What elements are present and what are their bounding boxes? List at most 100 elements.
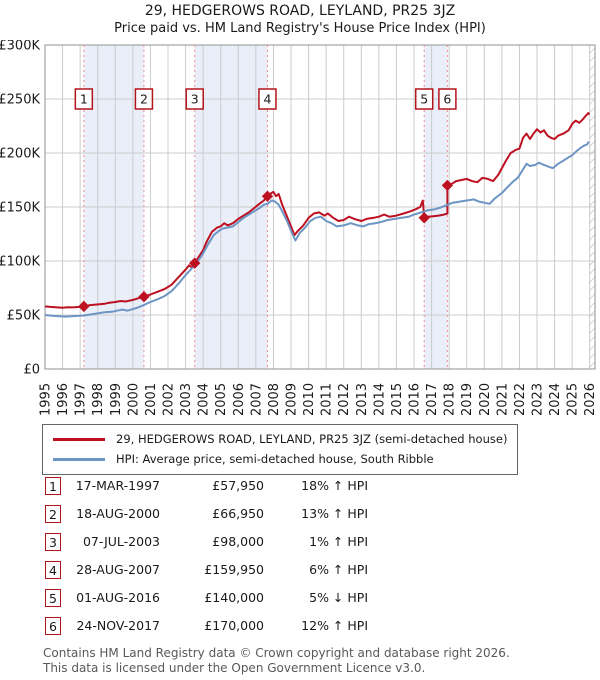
transaction-hpi-delta: 12% ↑ HPI bbox=[301, 618, 368, 633]
transaction-hpi-delta: 5% ↓ HPI bbox=[309, 590, 368, 605]
x-axis-tick-label: 2013 bbox=[355, 383, 370, 416]
x-axis-tick-label: 1995 bbox=[39, 383, 54, 416]
legend-property-label: 29, HEDGEROWS ROAD, LEYLAND, PR25 3JZ (s… bbox=[116, 432, 508, 446]
sale-marker-diamond bbox=[418, 212, 430, 224]
future-hatch-region bbox=[589, 45, 595, 369]
transaction-number-badge: 2 bbox=[45, 505, 61, 523]
transaction-hpi-delta: 13% ↑ HPI bbox=[301, 506, 368, 521]
transaction-number-badge: 3 bbox=[45, 533, 61, 551]
x-axis-tick-label: 2016 bbox=[408, 383, 423, 416]
x-axis-tick-label: 2012 bbox=[337, 383, 352, 416]
table-row: 4 28-AUG-2007 £159,950 6% ↑ HPI bbox=[0, 560, 600, 588]
transaction-date: 28-AUG-2007 bbox=[76, 562, 160, 577]
transaction-date: 17-MAR-1997 bbox=[75, 478, 160, 493]
y-axis-tick-label: £0 bbox=[23, 363, 40, 378]
x-axis-tick-label: 2018 bbox=[443, 383, 458, 416]
transaction-date: 18-AUG-2000 bbox=[76, 506, 160, 521]
sale-marker-diamond bbox=[138, 291, 150, 303]
table-row: 6 24-NOV-2017 £170,000 12% ↑ HPI bbox=[0, 616, 600, 644]
x-axis-tick-label: 1997 bbox=[74, 383, 89, 416]
transaction-date: 01-AUG-2016 bbox=[76, 590, 160, 605]
x-axis-tick-label: 2004 bbox=[197, 383, 212, 416]
x-axis-tick-label: 2003 bbox=[179, 383, 194, 416]
x-axis-tick-label: 2005 bbox=[214, 383, 229, 416]
transaction-number-badge: 1 bbox=[45, 477, 61, 495]
footer-line2: This data is licensed under the Open Gov… bbox=[43, 661, 426, 675]
x-axis-tick-label: 2009 bbox=[285, 383, 300, 416]
sale-number-box bbox=[438, 88, 457, 110]
x-axis-tick-label: 1998 bbox=[91, 383, 106, 416]
y-axis-tick-label: £100K bbox=[0, 255, 40, 270]
x-axis-tick-label: 2021 bbox=[495, 383, 510, 416]
transaction-price: £66,950 bbox=[212, 506, 264, 521]
x-axis-tick-label: 2025 bbox=[566, 383, 581, 416]
legend-row-property: 29, HEDGEROWS ROAD, LEYLAND, PR25 3JZ (s… bbox=[53, 429, 507, 449]
x-axis-tick-label: 2014 bbox=[372, 383, 387, 416]
sale-number-label: 5 bbox=[420, 92, 428, 107]
transaction-price: £57,950 bbox=[212, 478, 264, 493]
plot-border bbox=[44, 44, 596, 370]
x-axis-tick-label: 2024 bbox=[548, 383, 563, 416]
x-axis-tick-label: 2002 bbox=[162, 383, 177, 416]
sale-number-box bbox=[134, 88, 154, 110]
y-axis-tick-label: £200K bbox=[0, 147, 40, 162]
y-axis-tick-label: £300K bbox=[0, 40, 40, 54]
x-axis-tick-label: 2015 bbox=[390, 383, 405, 416]
x-axis-tick-label: 2006 bbox=[232, 383, 247, 416]
sale-number-box bbox=[258, 88, 277, 110]
sale-marker-diamond bbox=[189, 257, 201, 269]
y-axis-tick-label: £150K bbox=[0, 201, 40, 216]
transaction-hpi-delta: 1% ↑ HPI bbox=[309, 534, 368, 549]
table-row: 5 01-AUG-2016 £140,000 5% ↓ HPI bbox=[0, 588, 600, 616]
price-paid-line bbox=[44, 112, 591, 309]
license-footer: Contains HM Land Registry data © Crown c… bbox=[43, 646, 510, 676]
sale-number-label: 6 bbox=[443, 92, 451, 107]
sale-number-label: 1 bbox=[80, 92, 88, 107]
transaction-hpi-delta: 18% ↑ HPI bbox=[301, 478, 368, 493]
y-axis-tick-label: £250K bbox=[0, 93, 40, 108]
legend-row-hpi: HPI: Average price, semi-detached house,… bbox=[53, 449, 507, 469]
transaction-price: £170,000 bbox=[204, 618, 264, 633]
x-axis-tick-label: 2020 bbox=[478, 383, 493, 416]
page-title: 29, HEDGEROWS ROAD, LEYLAND, PR25 3JZ bbox=[144, 3, 456, 19]
table-row: 1 17-MAR-1997 £57,950 18% ↑ HPI bbox=[0, 476, 600, 504]
legend-hpi-label: HPI: Average price, semi-detached house,… bbox=[116, 452, 434, 466]
transaction-price: £159,950 bbox=[204, 562, 264, 577]
transaction-number-badge: 5 bbox=[45, 589, 61, 607]
transaction-price: £140,000 bbox=[204, 590, 264, 605]
transaction-number-badge: 6 bbox=[45, 617, 61, 635]
x-axis-tick-label: 2007 bbox=[249, 383, 264, 416]
blue-line-swatch-icon bbox=[53, 458, 105, 461]
sale-number-label: 4 bbox=[263, 92, 271, 107]
sale-number-box bbox=[414, 88, 434, 110]
x-axis-tick-label: 2010 bbox=[302, 383, 317, 416]
sale-number-label: 3 bbox=[191, 92, 199, 107]
table-row: 2 18-AUG-2000 £66,950 13% ↑ HPI bbox=[0, 504, 600, 532]
x-axis-tick-label: 2001 bbox=[144, 383, 159, 416]
x-axis-tick-label: 2011 bbox=[320, 383, 335, 416]
x-axis-tick-label: 2022 bbox=[513, 383, 528, 416]
x-axis-tick-label: 2017 bbox=[425, 383, 440, 416]
chart-legend: 29, HEDGEROWS ROAD, LEYLAND, PR25 3JZ (s… bbox=[42, 424, 519, 475]
sale-marker-diamond bbox=[261, 190, 274, 202]
transaction-price: £98,000 bbox=[212, 534, 264, 549]
x-axis-tick-label: 2019 bbox=[460, 383, 475, 416]
x-axis-tick-label: 1996 bbox=[56, 383, 71, 416]
transactions-table: 1 17-MAR-1997 £57,950 18% ↑ HPI 2 18-AUG… bbox=[0, 476, 600, 644]
transaction-date: 24-NOV-2017 bbox=[76, 618, 160, 633]
sale-number-box bbox=[74, 88, 94, 110]
x-axis-tick-label: 2023 bbox=[531, 383, 546, 416]
red-line-swatch-icon bbox=[53, 438, 105, 441]
y-axis-tick-label: £50K bbox=[7, 309, 41, 324]
x-axis-tick-label: 2026 bbox=[583, 383, 598, 416]
hpi-line bbox=[44, 141, 590, 318]
sale-number-label: 2 bbox=[140, 92, 148, 107]
sale-marker-diamond bbox=[441, 179, 454, 192]
footer-line1: Contains HM Land Registry data © Crown c… bbox=[43, 646, 510, 660]
transaction-number-badge: 4 bbox=[45, 561, 61, 579]
transaction-date: 07-JUL-2003 bbox=[82, 534, 160, 549]
x-axis-tick-label: 2000 bbox=[126, 383, 141, 416]
price-history-chart: 1 2 3 4 5 6 £0 £50K £100K £150K £200K £250K £300K 199… bbox=[0, 40, 598, 416]
x-axis-tick-label: 1999 bbox=[109, 383, 124, 416]
